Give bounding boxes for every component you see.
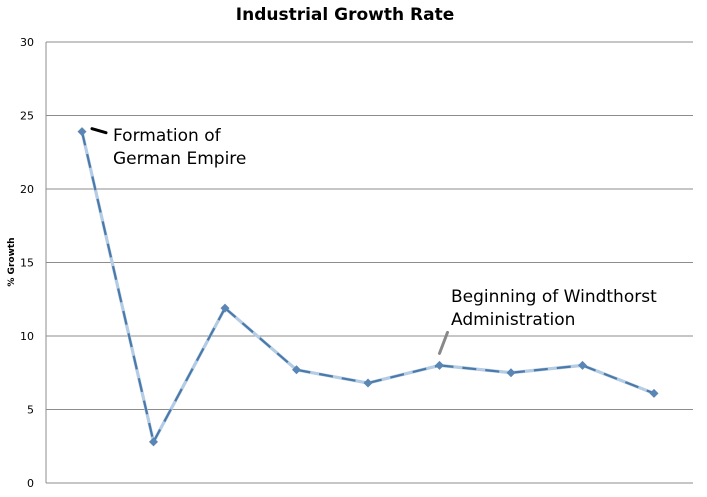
data-point [363,378,373,388]
annotation-pointer [438,330,449,355]
series-segment-dash [582,364,655,395]
annotation-text: Administration [451,310,575,330]
y-tick-label: 5 [27,404,34,417]
annotation-text: Formation of [113,126,222,146]
series-segment-dash [80,131,155,443]
gridlines [45,41,693,484]
series-line [80,130,656,444]
y-tick-label: 15 [20,257,34,270]
data-point [220,303,230,313]
y-axis-label: % Growth [7,237,17,286]
annotation-text: German Empire [113,149,246,169]
series-segment-dash [224,307,298,371]
y-tick-label: 20 [20,183,34,196]
annotations: Formation of German Empire Beginning of Wi… [90,126,657,355]
y-tick-label: 0 [27,477,34,490]
series-segment-dash [296,368,369,385]
y-tick-label: 10 [20,330,34,343]
y-tick-labels: 0 5 10 15 20 25 30 [20,36,34,490]
data-point [435,360,444,370]
data-point [506,368,516,378]
chart-title: Industrial Growth Rate [236,5,454,25]
annotation-text: Beginning of Windthorst [451,287,657,307]
series-segment-dash [152,307,226,443]
annotation-pointer [90,127,108,135]
series-segment-dash [367,364,440,385]
series-segment-dash [510,364,583,374]
data-point [578,360,587,370]
data-markers [77,127,659,447]
data-point [292,365,301,375]
data-point [149,437,158,447]
series-segment-dash [439,364,512,374]
data-point [77,127,87,137]
data-point [649,388,659,398]
y-tick-label: 30 [20,36,34,49]
y-tick-label: 25 [20,110,34,123]
